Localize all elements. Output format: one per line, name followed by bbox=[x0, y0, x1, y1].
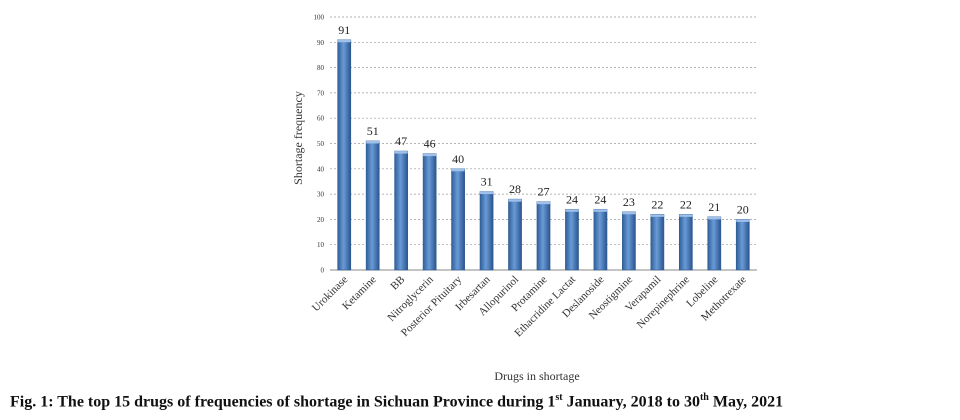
y-tick-labels: 0 10 20 30 40 50 60 70 80 90 100 bbox=[314, 14, 325, 275]
bar-cap bbox=[736, 219, 750, 222]
x-axis-title: Drugs in shortage bbox=[494, 369, 579, 383]
y-tick-label: 60 bbox=[317, 115, 325, 123]
bar-cap bbox=[366, 140, 380, 144]
y-tick-label: 40 bbox=[317, 165, 325, 173]
bar-cap bbox=[593, 209, 607, 212]
bar-cap bbox=[536, 201, 551, 205]
data-label: 24 bbox=[566, 192, 578, 206]
bar-cap bbox=[707, 216, 721, 220]
bar bbox=[707, 216, 722, 271]
bar bbox=[365, 140, 380, 271]
caption-sup-2: th bbox=[699, 392, 709, 403]
bar-cap bbox=[679, 214, 693, 217]
x-tick-label: BB bbox=[388, 274, 407, 293]
data-label: 31 bbox=[481, 175, 493, 189]
y-tick-label: 90 bbox=[317, 39, 325, 47]
data-label: 51 bbox=[367, 124, 379, 138]
y-tick-label: 10 bbox=[317, 241, 325, 249]
bar bbox=[565, 208, 579, 271]
y-tick-label: 50 bbox=[317, 140, 325, 148]
data-label: 27 bbox=[538, 185, 550, 199]
bar bbox=[337, 39, 352, 271]
data-label: 40 bbox=[452, 152, 464, 166]
caption-prefix: Fig. 1: The top 15 drugs of frequencies … bbox=[10, 393, 556, 411]
figure-caption: Fig. 1: The top 15 drugs of frequencies … bbox=[10, 392, 783, 411]
bar bbox=[650, 214, 665, 271]
data-label: 46 bbox=[424, 137, 436, 151]
y-tick-label: 100 bbox=[314, 14, 325, 22]
bar bbox=[536, 201, 551, 271]
caption-sup-1: st bbox=[555, 392, 563, 403]
bars bbox=[337, 39, 750, 271]
y-tick-label: 30 bbox=[317, 191, 325, 199]
bar-cap bbox=[423, 153, 437, 157]
y-tick-label: 0 bbox=[321, 267, 325, 275]
data-label: 21 bbox=[708, 200, 720, 214]
bar bbox=[422, 153, 437, 271]
y-axis-title: Shortage frequency bbox=[291, 91, 305, 185]
bar bbox=[735, 219, 750, 271]
bar-cap bbox=[451, 168, 465, 172]
bar-cap bbox=[622, 211, 636, 215]
data-labels: 91 51 47 46 40 31 28 27 24 24 23 22 22 21 20 bbox=[338, 23, 749, 217]
data-label: 22 bbox=[680, 197, 692, 211]
bar-cap bbox=[508, 199, 522, 202]
data-label: 47 bbox=[395, 134, 407, 148]
bar bbox=[508, 198, 522, 271]
bar-cap bbox=[394, 151, 408, 154]
data-label: 91 bbox=[338, 23, 350, 37]
bar bbox=[593, 208, 608, 271]
data-label: 28 bbox=[509, 182, 521, 196]
y-tick-label: 80 bbox=[317, 64, 325, 72]
bar-chart: 0 10 20 30 40 50 60 70 80 90 100 91 51 47 46 40 31 28 27 2… bbox=[291, 14, 757, 383]
y-tick-label: 70 bbox=[317, 89, 325, 97]
bar-cap bbox=[650, 214, 664, 217]
bar bbox=[479, 191, 494, 271]
bar bbox=[451, 168, 465, 271]
caption-middle: January, 2018 to 30 bbox=[562, 393, 700, 411]
bar-cap bbox=[480, 191, 494, 195]
data-label: 23 bbox=[623, 195, 635, 209]
data-label: 24 bbox=[594, 192, 606, 206]
bar bbox=[622, 211, 636, 271]
caption-suffix: May, 2021 bbox=[708, 393, 784, 411]
data-label: 22 bbox=[651, 197, 663, 211]
bar bbox=[678, 214, 693, 271]
bar bbox=[394, 150, 409, 271]
bar-cap bbox=[337, 39, 351, 43]
data-label: 20 bbox=[737, 202, 749, 216]
y-tick-label: 20 bbox=[317, 216, 325, 224]
bar-cap bbox=[565, 209, 579, 212]
